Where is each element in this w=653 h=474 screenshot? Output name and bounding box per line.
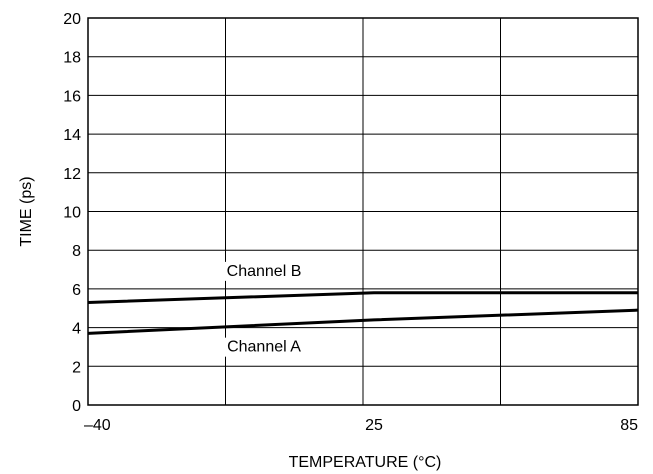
x-tick-label: 25: [365, 417, 383, 434]
y-axis-ticks: 0 2 4 6 8 10 12 14 16 18 20: [63, 11, 81, 415]
series-label-background: [221, 337, 308, 357]
y-tick-label: 10: [63, 205, 81, 222]
x-axis-ticks: –40 25 85: [84, 417, 638, 434]
y-tick-label: 2: [72, 359, 81, 376]
series-label-background: [220, 261, 308, 281]
y-axis-label: TIME (ps): [18, 176, 35, 246]
y-tick-label: 12: [63, 166, 81, 183]
y-tick-label: 18: [63, 50, 81, 67]
series-line: [87, 308, 639, 335]
x-tick-label: –40: [84, 417, 111, 434]
y-tick-label: 4: [72, 321, 81, 338]
y-tick-label: 6: [72, 282, 81, 299]
y-tick-label: 0: [72, 398, 81, 415]
y-tick-label: 8: [72, 243, 81, 260]
plot-frame: [87, 17, 639, 406]
x-axis-label: TEMPERATURE (°C): [289, 454, 442, 471]
series-line: [87, 291, 638, 304]
y-tick-label: 14: [63, 127, 81, 144]
y-tick-label: 20: [63, 11, 81, 28]
x-tick-label: 85: [620, 417, 638, 434]
series-label: Channel B: [227, 263, 302, 280]
series-group: Channel B Channel A: [87, 261, 639, 357]
grid: [88, 18, 638, 405]
series-label: Channel A: [227, 339, 301, 356]
y-tick-label: 16: [63, 88, 81, 105]
